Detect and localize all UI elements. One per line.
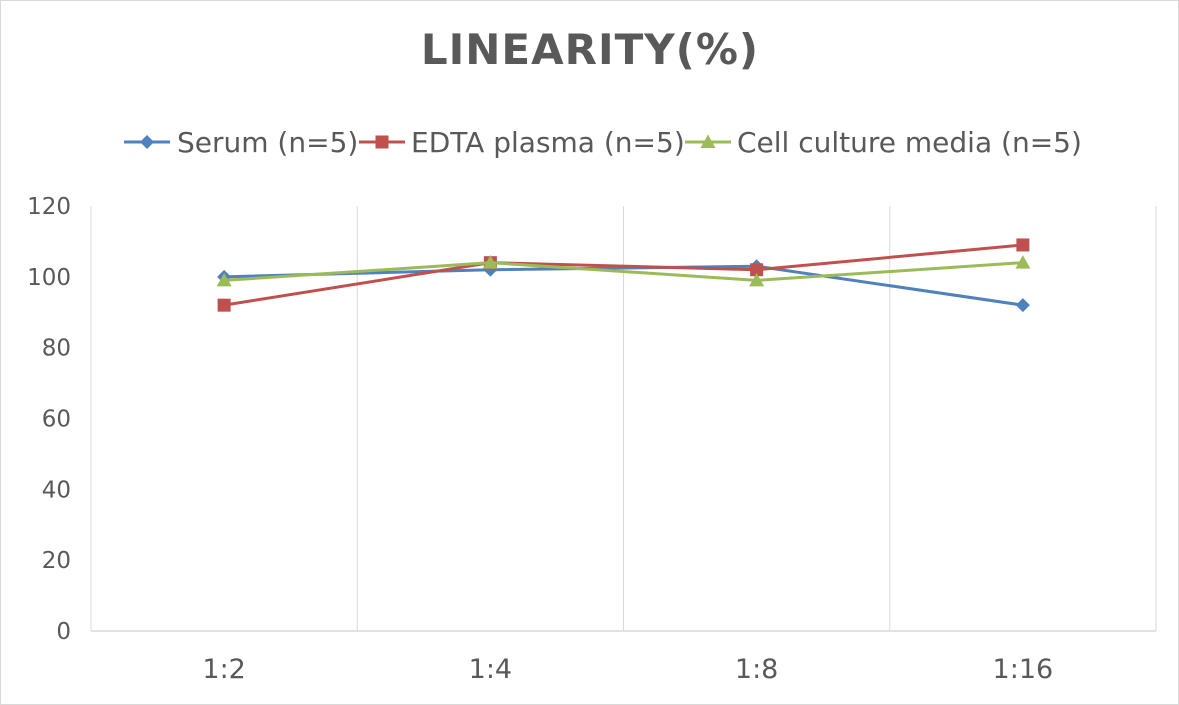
y-tick-label: 60	[42, 407, 71, 433]
plot-area	[216, 238, 1031, 313]
data-point	[1015, 298, 1030, 313]
legend-marker	[375, 135, 389, 149]
data-point	[217, 298, 231, 312]
y-tick-label: 100	[27, 265, 71, 291]
data-point	[749, 272, 765, 287]
x-tick-label: 1:16	[993, 654, 1054, 685]
legend-item: EDTA plasma (n=5)	[359, 126, 685, 159]
series-3	[216, 255, 1031, 287]
legend: Serum (n=5) EDTA plasma (n=5) Cell culture…	[124, 126, 1082, 159]
x-tick-label: 1:4	[469, 654, 512, 685]
series-line	[223, 243, 1024, 307]
data-point	[1015, 255, 1031, 269]
chart-title: LINEARITY(%)	[421, 25, 759, 74]
y-tick-label: 20	[42, 548, 71, 574]
y-tick-label: 120	[27, 194, 71, 220]
legend-item: Cell culture media (n=5)	[685, 126, 1082, 159]
x-axis-ticks: 1:2 1:4 1:8 1:16	[202, 654, 1053, 685]
legend-label: EDTA plasma (n=5)	[411, 126, 685, 159]
legend-marker	[700, 134, 716, 148]
series-line	[224, 264, 1024, 307]
y-tick-label: 80	[42, 336, 71, 362]
y-tick-label: 40	[42, 477, 71, 503]
gridlines	[90, 206, 1157, 631]
y-axis-ticks: 0 20 40 60 80 100 120	[27, 194, 71, 645]
legend-marker	[140, 135, 154, 149]
legend-item: Serum (n=5)	[124, 126, 358, 159]
y-tick-label: 0	[56, 619, 71, 645]
legend-label: Cell culture media (n=5)	[737, 126, 1082, 159]
data-point	[1016, 238, 1030, 252]
series-line	[224, 261, 1023, 282]
data-point	[482, 255, 498, 269]
x-tick-label: 1:2	[202, 654, 245, 685]
x-tick-label: 1:8	[735, 654, 778, 685]
data-point	[216, 272, 232, 287]
data-point	[750, 263, 764, 277]
legend-label: Serum (n=5)	[177, 126, 358, 159]
